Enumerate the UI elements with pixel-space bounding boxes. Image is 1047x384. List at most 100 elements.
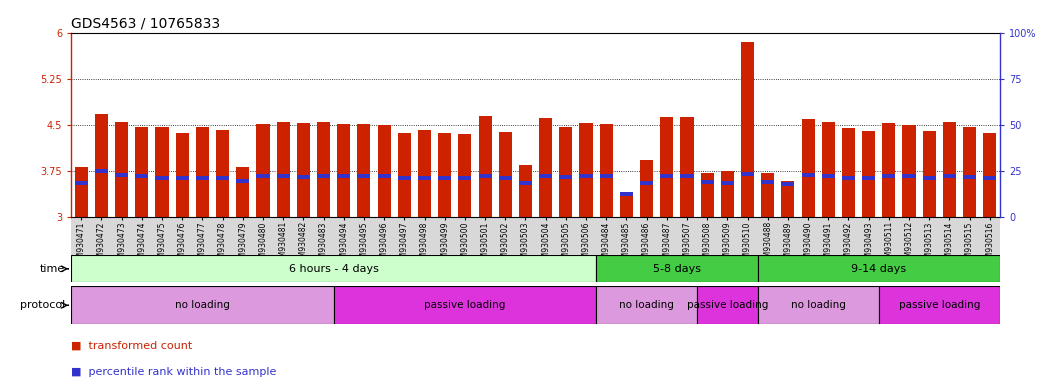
Bar <box>519 181 532 185</box>
Bar <box>697 286 758 324</box>
Bar <box>539 118 552 217</box>
Bar <box>741 172 754 176</box>
Bar <box>640 181 653 185</box>
Bar <box>761 180 775 184</box>
Bar <box>903 174 915 179</box>
Bar <box>357 124 371 217</box>
Bar <box>156 127 169 217</box>
Bar <box>943 174 956 178</box>
Bar <box>378 125 391 217</box>
Bar <box>661 117 673 217</box>
Bar <box>357 174 371 178</box>
Bar <box>216 176 229 180</box>
Bar <box>596 255 758 282</box>
Bar <box>620 192 633 217</box>
Bar <box>438 133 451 217</box>
Bar <box>95 169 108 173</box>
Bar <box>862 131 875 217</box>
Bar <box>883 123 895 217</box>
Text: protocol: protocol <box>20 300 65 310</box>
Bar <box>478 116 492 217</box>
Bar <box>842 176 855 180</box>
Bar <box>758 286 878 324</box>
Bar <box>943 122 956 217</box>
Bar <box>661 174 673 178</box>
Bar <box>579 174 593 178</box>
Bar <box>922 176 936 180</box>
Bar <box>842 129 855 217</box>
Bar <box>478 174 492 178</box>
Text: no loading: no loading <box>619 300 674 310</box>
Bar <box>862 176 875 180</box>
Text: no loading: no loading <box>790 300 846 310</box>
Bar <box>95 114 108 217</box>
Bar <box>781 181 795 217</box>
Bar <box>781 182 795 186</box>
Bar <box>176 133 188 217</box>
Bar <box>498 132 512 217</box>
Bar <box>922 131 936 217</box>
Bar <box>802 119 815 217</box>
Bar <box>438 176 451 180</box>
Bar <box>700 173 714 217</box>
Bar <box>257 124 269 217</box>
Text: 6 hours - 4 days: 6 hours - 4 days <box>289 264 379 274</box>
Bar <box>317 122 330 217</box>
Bar <box>600 124 612 217</box>
Bar <box>983 133 997 217</box>
Bar <box>596 286 697 324</box>
Bar <box>579 123 593 217</box>
Bar <box>216 130 229 217</box>
Text: passive loading: passive loading <box>898 300 980 310</box>
Bar <box>418 130 431 217</box>
Text: passive loading: passive loading <box>424 300 506 310</box>
Bar <box>539 174 552 178</box>
Bar <box>334 286 596 324</box>
Bar <box>720 181 734 185</box>
Bar <box>741 43 754 217</box>
Bar <box>519 166 532 217</box>
Bar <box>720 171 734 217</box>
Bar <box>135 127 149 217</box>
Text: ■  transformed count: ■ transformed count <box>71 341 193 351</box>
Bar <box>71 286 334 324</box>
Bar <box>459 134 471 217</box>
Bar <box>74 167 88 217</box>
Bar <box>822 174 834 178</box>
Bar <box>802 173 815 177</box>
Bar <box>296 175 310 179</box>
Bar <box>559 175 573 179</box>
Bar <box>878 286 1000 324</box>
Bar <box>883 174 895 178</box>
Bar <box>963 175 976 179</box>
Bar <box>903 125 915 217</box>
Bar <box>237 167 249 217</box>
Bar <box>681 118 693 217</box>
Bar <box>337 124 351 217</box>
Bar <box>176 176 188 180</box>
Bar <box>700 180 714 184</box>
Bar <box>620 192 633 195</box>
Text: 5-8 days: 5-8 days <box>653 264 700 274</box>
Bar <box>156 175 169 180</box>
Text: GDS4563 / 10765833: GDS4563 / 10765833 <box>71 16 220 30</box>
Bar <box>758 255 1000 282</box>
Bar <box>559 127 573 217</box>
Bar <box>963 127 976 217</box>
Bar <box>822 122 834 217</box>
Bar <box>681 174 693 178</box>
Text: time: time <box>40 264 65 274</box>
Bar <box>115 122 128 217</box>
Bar <box>115 173 128 177</box>
Bar <box>196 127 209 217</box>
Bar <box>74 181 88 185</box>
Bar <box>257 174 269 178</box>
Text: ■  percentile rank within the sample: ■ percentile rank within the sample <box>71 367 276 377</box>
Bar <box>276 174 290 178</box>
Bar <box>498 176 512 180</box>
Bar <box>761 173 775 217</box>
Bar <box>196 175 209 180</box>
Bar <box>398 176 410 180</box>
Bar <box>337 174 351 178</box>
Bar <box>600 174 612 178</box>
